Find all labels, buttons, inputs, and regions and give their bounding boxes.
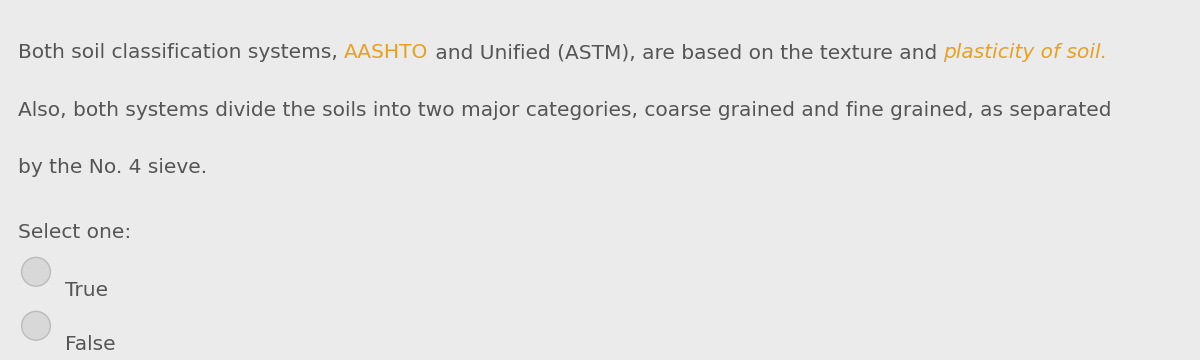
Ellipse shape: [22, 257, 50, 286]
Text: False: False: [65, 335, 115, 354]
Text: AASHTO: AASHTO: [344, 43, 428, 62]
Text: by the No. 4 sieve.: by the No. 4 sieve.: [18, 158, 208, 177]
Ellipse shape: [22, 311, 50, 340]
Text: True: True: [65, 281, 108, 300]
Text: and Unified (ASTM), are based on the texture and: and Unified (ASTM), are based on the tex…: [428, 43, 943, 62]
Text: Also, both systems divide the soils into two major categories, coarse grained an: Also, both systems divide the soils into…: [18, 101, 1111, 120]
Text: plasticity of soil.: plasticity of soil.: [943, 43, 1108, 62]
Text: Both soil classification systems,: Both soil classification systems,: [18, 43, 344, 62]
Text: Select one:: Select one:: [18, 223, 131, 242]
